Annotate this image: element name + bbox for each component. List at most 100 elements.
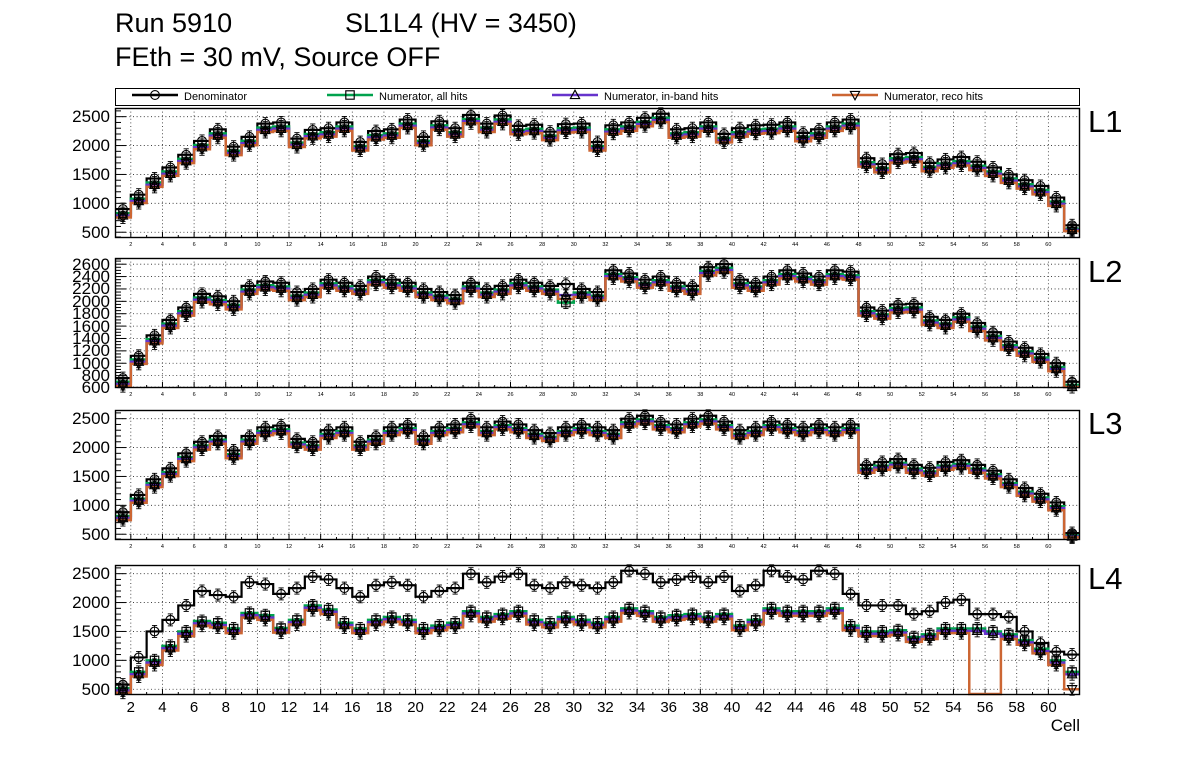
svg-text:4: 4 — [161, 242, 164, 248]
svg-text:2: 2 — [129, 242, 132, 248]
y-tick-label: 1500 — [72, 164, 110, 184]
svg-text:16: 16 — [349, 392, 355, 398]
svg-text:16: 16 — [349, 544, 355, 550]
panel-l3-label: L3 — [1088, 406, 1123, 441]
panel-l2: 2 4 6 8 10 12 14 16 18 20 22 24 26 28 30 32 34 36 38 40 42 44… — [114, 257, 1081, 400]
panel-l4-label: L4 — [1088, 561, 1123, 596]
svg-text:38: 38 — [697, 544, 703, 550]
legend: Denominator Numerator, all hits Numerato… — [115, 88, 1080, 106]
svg-text:6: 6 — [193, 392, 196, 398]
x-tick-labels: 2 4 6 8 10 12 14 16 18 20 22 24 26 28 30 32 34 36 38 40 42 44… — [129, 392, 1051, 398]
svg-text:54: 54 — [950, 544, 956, 550]
y-tick-label: 500 — [81, 524, 110, 544]
series-markers — [117, 107, 1078, 238]
legend-marker-triangle-up — [552, 88, 598, 99]
panel-l1-plot: 2 4 6 8 10 12 14 16 18 20 22 24 26 28 30 32 34 36 38 40 42 44… — [114, 107, 1081, 248]
svg-text:46: 46 — [824, 392, 830, 398]
legend-item-numerator-inband-hits: Numerator, in-band hits — [551, 88, 718, 107]
y-tick-label: 2500 — [72, 564, 110, 584]
svg-text:36: 36 — [660, 699, 677, 716]
panel-frame — [114, 409, 1081, 541]
svg-text:22: 22 — [439, 699, 456, 716]
svg-text:28: 28 — [539, 544, 545, 550]
svg-text:20: 20 — [413, 392, 419, 398]
x-tick-labels: 2 4 6 8 10 12 14 16 18 20 22 24 26 28 30 32 34 36 38 40 42 44… — [127, 699, 1057, 716]
svg-text:50: 50 — [887, 544, 893, 550]
legend-label: Denominator — [184, 91, 247, 103]
svg-text:14: 14 — [318, 392, 324, 398]
svg-text:24: 24 — [471, 699, 488, 716]
svg-text:50: 50 — [887, 242, 893, 248]
panel-l3-yaxis-labels: 500 1000 1500 2000 2500 — [58, 410, 110, 544]
legend-label: Numerator, all hits — [379, 91, 468, 103]
svg-text:60: 60 — [1045, 242, 1051, 248]
svg-text:54: 54 — [950, 242, 956, 248]
svg-text:56: 56 — [982, 544, 988, 550]
svg-text:58: 58 — [1014, 544, 1020, 550]
svg-text:8: 8 — [224, 242, 227, 248]
svg-text:6: 6 — [193, 242, 196, 248]
series-markers — [117, 257, 1078, 394]
svg-text:22: 22 — [444, 392, 450, 398]
svg-text:48: 48 — [850, 699, 867, 716]
legend-item-numerator-reco-hits: Numerator, reco hits — [831, 89, 983, 105]
series-line — [115, 116, 1080, 231]
svg-text:2: 2 — [129, 544, 132, 550]
y-tick-label: 2000 — [72, 291, 110, 311]
svg-text:16: 16 — [344, 699, 361, 716]
legend-label: Numerator, reco hits — [884, 91, 984, 103]
svg-text:6: 6 — [193, 544, 196, 550]
svg-text:30: 30 — [571, 242, 577, 248]
legend-marker-square — [327, 89, 373, 100]
panel-l2-yaxis-labels: 600 800 1000 1200 1400 1600 1800 2000 2200 2400 26… — [58, 256, 110, 396]
svg-text:40: 40 — [729, 544, 735, 550]
legend-item-numerator-all-hits: Numerator, all hits — [326, 89, 468, 105]
svg-text:30: 30 — [571, 544, 577, 550]
svg-text:32: 32 — [597, 699, 614, 716]
svg-text:22: 22 — [444, 242, 450, 248]
svg-text:4: 4 — [158, 699, 166, 716]
svg-text:18: 18 — [381, 544, 387, 550]
y-tick-label: 1500 — [72, 466, 110, 486]
svg-text:40: 40 — [724, 699, 741, 716]
svg-text:28: 28 — [539, 392, 545, 398]
svg-text:16: 16 — [349, 242, 355, 248]
x-tick-labels: 2 4 6 8 10 12 14 16 18 20 22 24 26 28 30 32 34 36 38 40 42 44… — [129, 544, 1051, 550]
svg-text:46: 46 — [819, 699, 836, 716]
svg-text:34: 34 — [634, 392, 640, 398]
legend-item-denominator: Denominator — [131, 89, 247, 105]
svg-text:24: 24 — [476, 392, 482, 398]
svg-text:24: 24 — [476, 242, 482, 248]
svg-text:42: 42 — [761, 242, 767, 248]
y-tick-label: 1500 — [72, 621, 110, 641]
panel-l2-plot: 2 4 6 8 10 12 14 16 18 20 22 24 26 28 30 32 34 36 38 40 42 44… — [114, 257, 1081, 398]
y-tick-label: 2000 — [72, 136, 110, 156]
x-axis-title: Cell — [1050, 716, 1080, 735]
svg-text:52: 52 — [913, 699, 930, 716]
panel-l1: 2 4 6 8 10 12 14 16 18 20 22 24 26 28 30 32 34 36 38 40 42 44… — [114, 107, 1081, 250]
svg-text:42: 42 — [761, 392, 767, 398]
panel-l3: 2 4 6 8 10 12 14 16 18 20 22 24 26 28 30 32 34 36 38 40 42 44… — [114, 409, 1081, 552]
svg-text:36: 36 — [666, 242, 672, 248]
svg-text:60: 60 — [1040, 699, 1057, 716]
svg-text:14: 14 — [318, 544, 324, 550]
svg-text:2: 2 — [127, 699, 135, 716]
svg-text:26: 26 — [507, 544, 513, 550]
triangle-up-marker-icon — [551, 88, 599, 107]
y-tick-label: 2200 — [72, 279, 110, 299]
panel-l3-plot: 2 4 6 8 10 12 14 16 18 20 22 24 26 28 30 32 34 36 38 40 42 44… — [114, 409, 1081, 550]
svg-text:28: 28 — [539, 242, 545, 248]
svg-text:42: 42 — [761, 544, 767, 550]
svg-text:58: 58 — [1014, 392, 1020, 398]
svg-text:10: 10 — [254, 544, 260, 550]
svg-text:10: 10 — [254, 392, 260, 398]
legend-marker-circle — [132, 89, 178, 100]
svg-text:12: 12 — [286, 544, 292, 550]
subtitle: FEth = 30 mV, Source OFF — [115, 42, 441, 72]
y-tick-label: 2500 — [72, 107, 110, 127]
y-tick-label: 1400 — [72, 328, 110, 348]
svg-text:18: 18 — [381, 242, 387, 248]
panel-frame — [114, 107, 1081, 239]
svg-text:46: 46 — [824, 544, 830, 550]
y-tick-label: 600 — [81, 377, 110, 397]
